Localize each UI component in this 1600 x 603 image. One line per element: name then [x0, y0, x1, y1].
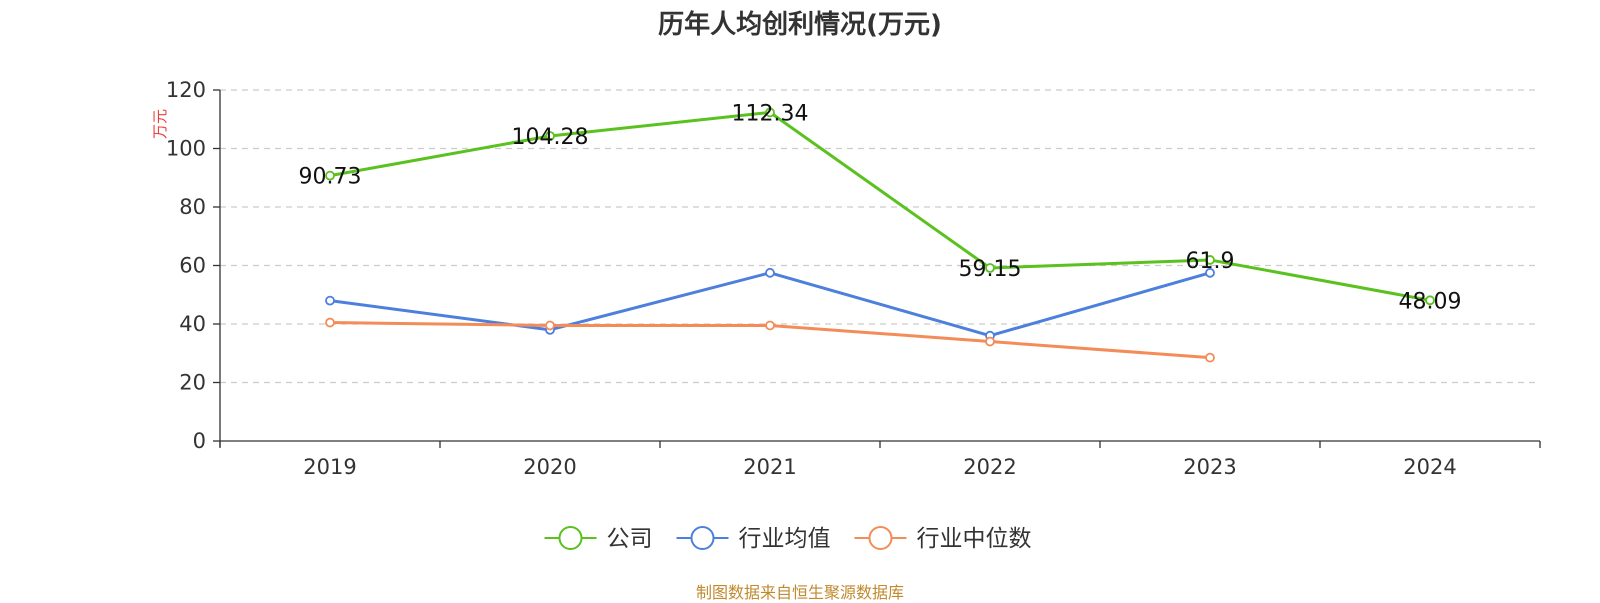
- data-point: [985, 263, 995, 273]
- x-tick-label-2021: 2021: [743, 455, 796, 479]
- data-label: 48.09: [1399, 289, 1462, 314]
- legend-marker: [868, 526, 893, 550]
- data-label: 104.28: [512, 125, 589, 150]
- data-label: 90.73: [299, 165, 362, 190]
- grid-lines: [220, 89, 1540, 384]
- y-tick-label: 0: [193, 429, 206, 453]
- y-tick-label: 100: [166, 137, 206, 161]
- y-tick-label: 20: [179, 371, 206, 395]
- data-point: [545, 131, 555, 141]
- legend: 公司 行业均值 行业中位数: [544, 526, 1032, 552]
- data-point: [765, 107, 775, 118]
- x-tick-label-2019: 2019: [303, 455, 356, 479]
- legend-item-2: 行业中位数: [854, 526, 1032, 552]
- legend-marker: [690, 526, 715, 550]
- data-labels: 90.73 104.28 112.34 59.15 61.9 48.09: [299, 101, 1462, 314]
- legend-item-0: 公司: [544, 526, 653, 552]
- y-axis-unit-label: 万元: [151, 109, 169, 139]
- data-point: [1205, 267, 1215, 278]
- data-label: 59.15: [959, 257, 1022, 282]
- data-point: [325, 317, 335, 328]
- data-point: [985, 336, 995, 347]
- legend-label: 公司: [607, 526, 653, 552]
- legend-label: 行业中位数: [917, 526, 1032, 552]
- series-line-0: [329, 110, 1431, 302]
- data-point: [325, 170, 335, 181]
- y-tick-label: 60: [179, 254, 206, 278]
- chart-title: 历年人均创利情况(万元): [658, 10, 942, 40]
- legend-label: 行业均值: [739, 526, 831, 552]
- x-tick-label-2022: 2022: [963, 455, 1016, 479]
- axes: 0 20 40 60 80 100 120 万元 2019 2020 2021 2022 2023 202…: [151, 78, 1541, 479]
- data-label: 112.34: [732, 101, 809, 126]
- data-point: [1425, 295, 1435, 306]
- x-tick-label-2023: 2023: [1183, 455, 1236, 479]
- data-point: [325, 295, 335, 306]
- y-tick-label: 120: [166, 78, 206, 102]
- y-tick-label: 80: [179, 195, 206, 219]
- x-tick-label-2020: 2020: [523, 455, 576, 479]
- data-label: 61.9: [1186, 249, 1235, 274]
- series-lines: [325, 107, 1435, 363]
- data-point: [1205, 352, 1215, 363]
- legend-item-1: 行业均值: [676, 526, 831, 552]
- y-tick-label: 40: [179, 312, 206, 336]
- legend-marker: [558, 526, 583, 550]
- data-point: [765, 320, 775, 331]
- source-note: 制图数据来自恒生聚源数据库: [695, 583, 904, 602]
- x-tick-label-2024: 2024: [1403, 455, 1456, 479]
- data-point: [1205, 255, 1215, 265]
- data-point: [545, 320, 555, 331]
- data-point: [765, 267, 775, 278]
